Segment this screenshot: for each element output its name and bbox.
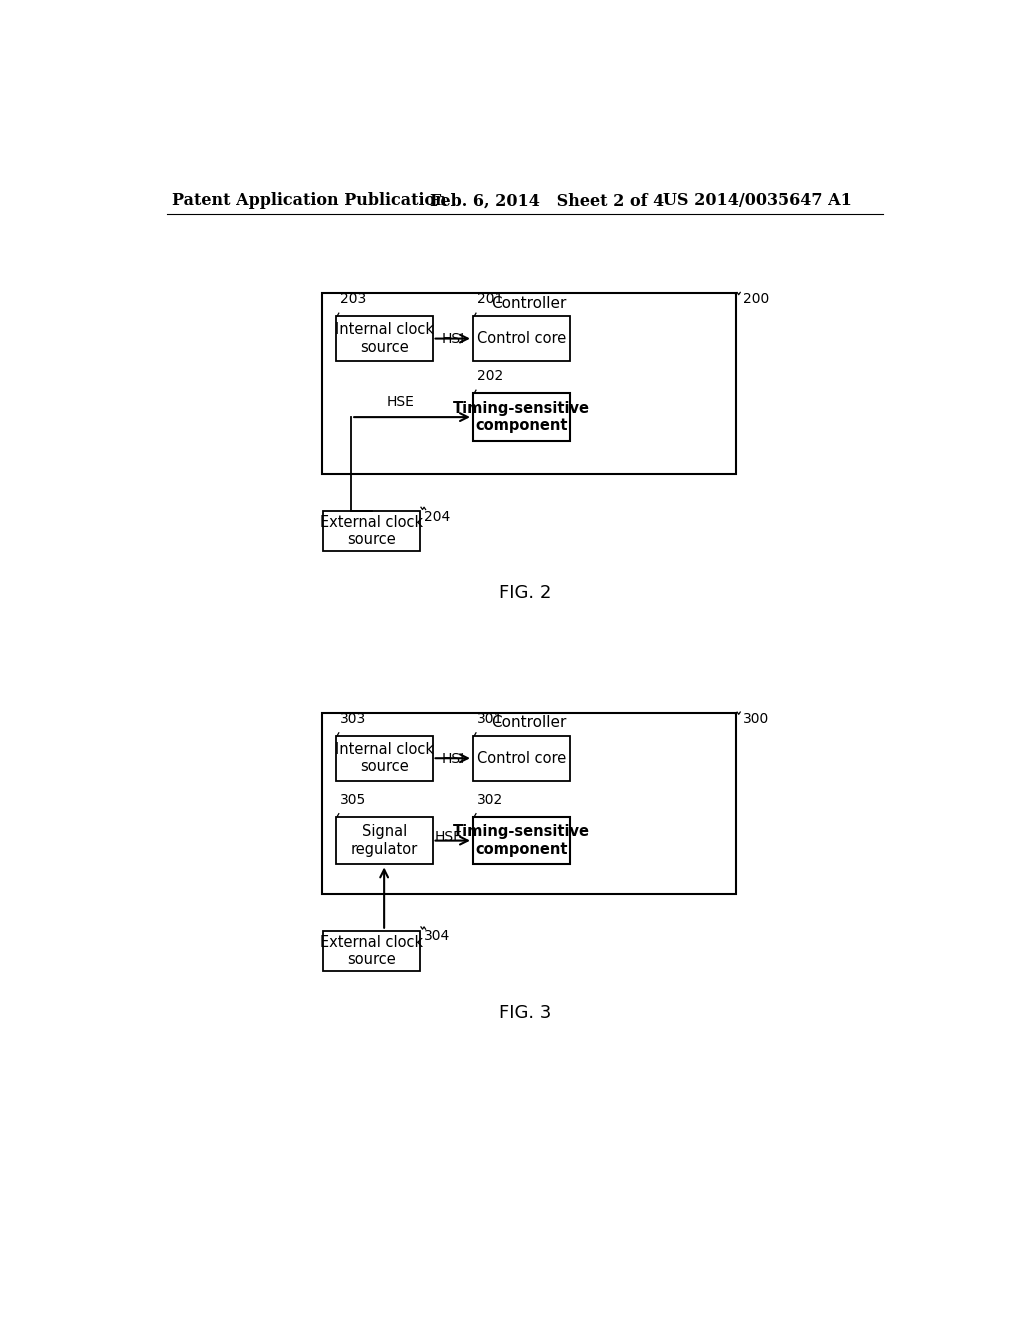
Bar <box>324 511 420 552</box>
Text: US 2014/0035647 A1: US 2014/0035647 A1 <box>663 193 852 210</box>
Text: Control core: Control core <box>477 331 566 346</box>
Text: 203: 203 <box>340 292 366 306</box>
Bar <box>473 737 569 780</box>
Text: Internal clock
source: Internal clock source <box>335 322 433 355</box>
Text: HSE: HSE <box>435 830 463 845</box>
Text: 304: 304 <box>424 929 451 944</box>
Text: Feb. 6, 2014   Sheet 2 of 4: Feb. 6, 2014 Sheet 2 of 4 <box>430 193 665 210</box>
Text: Internal clock
source: Internal clock source <box>335 742 433 775</box>
Bar <box>324 931 420 970</box>
Text: FIG. 3: FIG. 3 <box>499 1005 551 1022</box>
Text: HSE: HSE <box>386 396 415 409</box>
Text: 201: 201 <box>477 292 503 306</box>
Text: HSI: HSI <box>441 333 464 346</box>
Bar <box>473 317 569 360</box>
Text: 204: 204 <box>424 510 451 524</box>
Bar <box>473 393 569 441</box>
Text: Control core: Control core <box>477 751 566 766</box>
Bar <box>336 737 432 780</box>
Text: Controller: Controller <box>492 715 566 730</box>
Bar <box>336 317 432 360</box>
Text: Timing-sensitive
component: Timing-sensitive component <box>453 401 590 433</box>
Text: 303: 303 <box>340 711 366 726</box>
Text: 200: 200 <box>742 293 769 306</box>
Bar <box>473 817 569 865</box>
Text: External clock
source: External clock source <box>321 935 423 968</box>
Bar <box>336 817 432 865</box>
Bar <box>322 713 736 894</box>
Text: FIG. 2: FIG. 2 <box>499 585 551 602</box>
Text: 202: 202 <box>477 370 503 383</box>
Bar <box>322 293 736 474</box>
Text: 305: 305 <box>340 793 366 807</box>
Text: 301: 301 <box>477 711 503 726</box>
Text: Timing-sensitive
component: Timing-sensitive component <box>453 825 590 857</box>
Text: HSI: HSI <box>441 752 464 766</box>
Text: External clock
source: External clock source <box>321 515 423 548</box>
Text: Controller: Controller <box>492 296 566 310</box>
Text: 302: 302 <box>477 793 503 807</box>
Text: Patent Application Publication: Patent Application Publication <box>172 193 446 210</box>
Text: 300: 300 <box>742 711 769 726</box>
Text: Signal
regulator: Signal regulator <box>350 825 418 857</box>
